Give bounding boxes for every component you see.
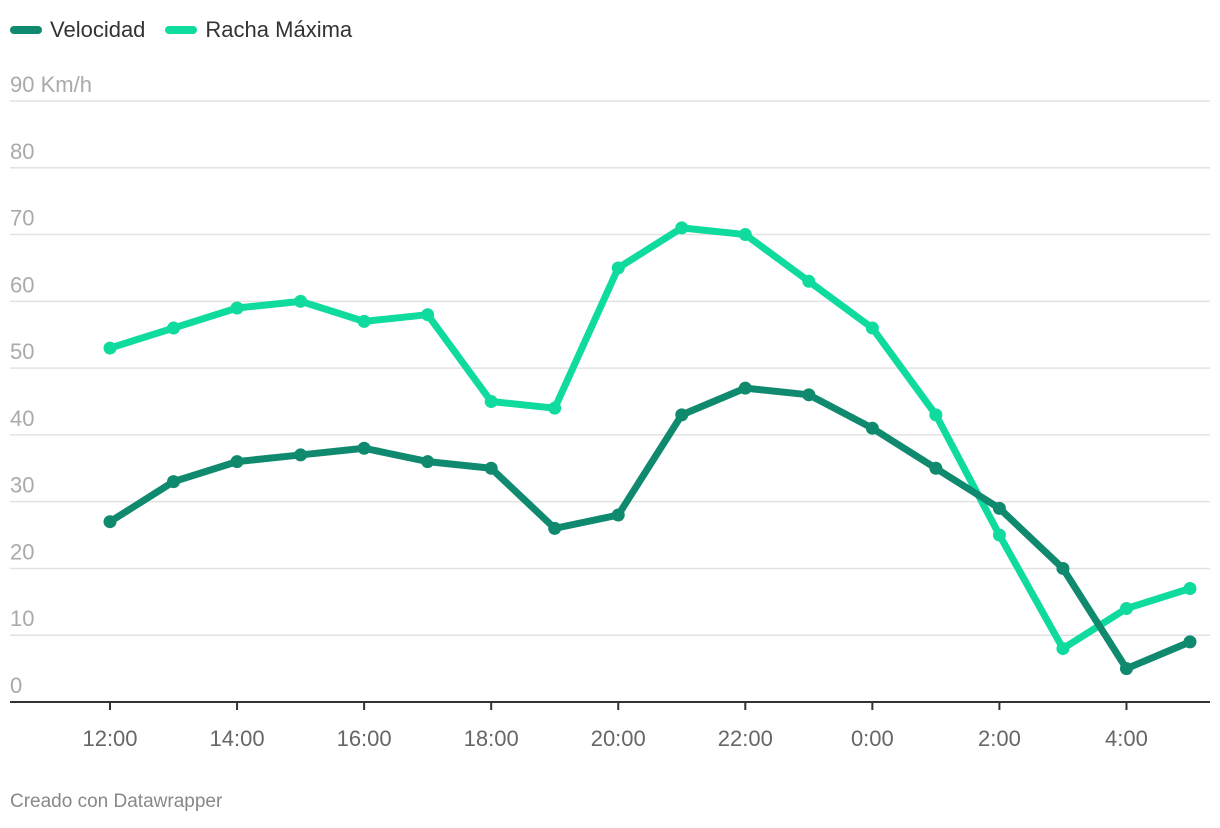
data-point-velocidad	[675, 408, 689, 422]
series-line-velocidad	[106, 384, 1194, 673]
data-point-racha-maxima	[1183, 581, 1197, 595]
legend-label-racha-maxima: Racha Máxima	[205, 17, 353, 42]
y-tick-label: 40	[10, 406, 34, 431]
x-tick-label: 4:00	[1105, 726, 1148, 751]
data-point-velocidad	[294, 448, 308, 462]
data-point-racha-maxima	[738, 228, 752, 242]
y-tick-label: 10	[10, 606, 34, 631]
data-point-velocidad	[1119, 662, 1133, 676]
data-point-racha-maxima	[675, 221, 689, 235]
legend-swatch-racha-maxima	[165, 26, 198, 34]
data-point-racha-maxima	[865, 321, 879, 335]
footer-credit: Creado con Datawrapper	[10, 791, 223, 812]
y-tick-label: 0	[10, 673, 22, 698]
legend-item-velocidad: Velocidad	[10, 16, 145, 44]
data-point-velocidad	[1056, 561, 1070, 575]
data-point-racha-maxima	[992, 528, 1006, 542]
x-tick-label: 12:00	[82, 726, 137, 751]
data-point-racha-maxima	[1119, 602, 1133, 616]
data-point-racha-maxima	[484, 395, 498, 408]
data-point-velocidad	[1183, 635, 1197, 649]
data-point-velocidad	[802, 388, 816, 402]
data-point-velocidad	[167, 475, 181, 489]
data-point-racha-maxima	[294, 294, 308, 308]
x-tick-label: 0:00	[851, 726, 894, 751]
y-tick-label: 20	[10, 539, 34, 564]
data-point-racha-maxima	[103, 341, 117, 355]
x-tick-label: 16:00	[337, 726, 392, 751]
y-tick-label: 30	[10, 473, 34, 498]
y-tick-label: 80	[10, 139, 34, 164]
data-point-velocidad	[103, 515, 117, 529]
y-tick-label: 50	[10, 339, 34, 364]
data-point-velocidad	[611, 508, 625, 522]
x-tick-label: 14:00	[210, 726, 265, 751]
data-point-racha-maxima	[421, 308, 435, 322]
data-point-velocidad	[548, 521, 562, 535]
legend-item-racha-maxima: Racha Máxima	[165, 16, 352, 44]
data-point-velocidad	[357, 441, 371, 455]
chart-legend: Velocidad Racha Máxima	[10, 16, 352, 44]
x-tick-label: 20:00	[591, 726, 646, 751]
data-point-velocidad	[992, 501, 1006, 515]
y-tick-label: 70	[10, 206, 34, 231]
legend-swatch-velocidad	[10, 26, 42, 34]
y-tick-label: 60	[10, 272, 34, 297]
data-point-velocidad	[421, 455, 435, 469]
data-point-velocidad	[865, 421, 879, 435]
data-point-racha-maxima	[548, 401, 562, 415]
x-tick-label: 18:00	[464, 726, 519, 751]
data-point-velocidad	[484, 461, 498, 475]
series-line-racha-maxima	[106, 224, 1194, 653]
x-tick-label: 22:00	[718, 726, 773, 751]
data-point-racha-maxima	[1056, 642, 1070, 656]
data-point-racha-maxima	[167, 321, 181, 335]
data-point-velocidad	[230, 455, 244, 469]
data-point-racha-maxima	[230, 301, 244, 315]
y-tick-label: 90 Km/h	[10, 72, 92, 97]
legend-label-velocidad: Velocidad	[50, 17, 146, 42]
data-point-racha-maxima	[357, 314, 371, 328]
data-point-velocidad	[929, 461, 943, 475]
data-point-racha-maxima	[929, 408, 943, 422]
data-point-racha-maxima	[802, 274, 816, 288]
data-point-racha-maxima	[611, 261, 625, 275]
x-tick-label: 2:00	[978, 726, 1021, 751]
data-point-velocidad	[738, 381, 752, 395]
